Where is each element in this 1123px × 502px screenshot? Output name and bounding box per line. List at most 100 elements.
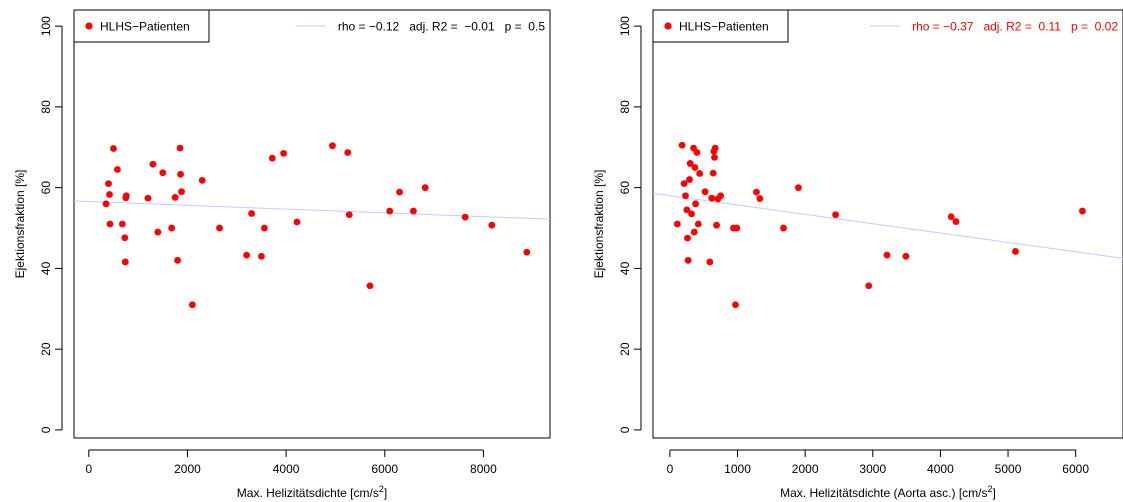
y-tick-label: 60 (618, 181, 632, 195)
data-point (693, 149, 701, 156)
data-point (114, 166, 121, 173)
data-point (176, 144, 184, 152)
data-point (216, 224, 223, 232)
scatter-panel-ejection-vs-helicity: 0 2000 4000 6000 8000 0 20 40 60 80 100 Max. Helizi… (13, 9, 551, 500)
data-point (188, 301, 196, 309)
data-point (756, 195, 764, 202)
x-tick-label: 2000 (792, 462, 819, 476)
data-point (733, 224, 741, 232)
data-point (690, 228, 698, 236)
data-point (345, 211, 353, 219)
y-axis-title: Ejektionsfraktion [%] (13, 170, 27, 279)
x-tick-label: 4000 (927, 462, 954, 476)
data-point (680, 180, 688, 188)
data-point (118, 220, 126, 228)
data-point (683, 206, 691, 214)
y-tick-label: 80 (39, 100, 53, 114)
data-point (144, 194, 152, 202)
legend-box (73, 9, 210, 43)
data-point (711, 153, 718, 161)
data-point (865, 282, 873, 290)
y-axis-title: Ejektionsfraktion [%] (592, 170, 606, 279)
data-point (386, 207, 394, 215)
data-point (709, 169, 717, 177)
data-point (110, 145, 117, 152)
stats-text: rho = −0.12 adj. R2 = −0.01 p = 0.5 (338, 20, 545, 34)
data-point (952, 218, 960, 225)
legend-marker (664, 22, 672, 30)
data-point (780, 224, 787, 232)
x-axis-title: Max. Helizitätsdichte [cm/s2] (237, 484, 387, 500)
stats-text: rho = −0.37 adj. R2 = 0.11 p = 0.02 (912, 20, 1118, 34)
legend-box (652, 9, 789, 43)
data-point (248, 210, 255, 217)
y-tick-label: 40 (39, 261, 53, 275)
data-point (105, 180, 112, 188)
data-point (121, 258, 129, 266)
data-point (293, 218, 301, 226)
data-point (174, 256, 181, 264)
data-point (883, 251, 891, 259)
data-point (102, 200, 110, 208)
y-tick-label: 0 (618, 426, 632, 433)
data-point (694, 220, 702, 228)
y-tick-label: 40 (618, 261, 632, 275)
x-tick-label: 2000 (174, 462, 201, 476)
data-point (711, 144, 719, 152)
data-point (461, 213, 469, 221)
data-point (396, 188, 403, 196)
x-tick-label: 8000 (470, 462, 497, 476)
y-tick-label: 100 (39, 16, 53, 36)
data-point (701, 188, 709, 196)
data-point (696, 170, 704, 177)
data-point (488, 221, 496, 229)
data-point (122, 192, 130, 200)
plot-frame (652, 9, 1123, 439)
data-point (106, 191, 113, 198)
data-point (421, 184, 429, 192)
data-point (198, 176, 206, 184)
data-point (692, 200, 700, 208)
data-point (149, 160, 157, 168)
data-point (688, 210, 695, 218)
data-point (678, 141, 686, 149)
data-point (329, 142, 336, 150)
data-point (686, 176, 693, 183)
y-tick-label: 80 (618, 100, 632, 114)
data-point (178, 188, 185, 196)
x-tick-label: 1000 (724, 462, 751, 476)
x-tick-label: 5000 (995, 462, 1022, 476)
x-axis-title: Max. Helizitätsdichte (Aorta asc.) [cm/s… (780, 484, 996, 500)
data-point (717, 192, 725, 200)
legend-label: HLHS−Patienten (679, 20, 769, 34)
regression-line (653, 192, 1123, 259)
data-point (684, 256, 692, 264)
data-point (121, 234, 129, 242)
data-point (832, 211, 839, 219)
data-point (682, 192, 689, 200)
y-tick-label: 0 (39, 426, 53, 433)
x-tick-label: 0 (667, 462, 674, 476)
plot-frame (73, 9, 551, 439)
data-point (261, 224, 268, 232)
scatter-panel-ejection-vs-helicity-aorta-asc: 0 1000 2000 3000 4000 5000 6000 0 20 40 60 80 100 Max… (592, 9, 1123, 500)
data-point (168, 224, 176, 232)
data-point (706, 258, 714, 266)
data-point (106, 220, 114, 228)
data-point (708, 194, 716, 202)
data-point (523, 248, 531, 256)
data-point (1012, 248, 1019, 255)
data-point (902, 252, 910, 260)
data-point (366, 282, 374, 290)
data-point (243, 251, 251, 259)
data-point (154, 228, 162, 236)
data-point (794, 184, 802, 192)
data-point (1079, 207, 1086, 215)
x-tick-label: 6000 (1062, 462, 1089, 476)
data-point (409, 207, 417, 215)
y-tick-label: 20 (618, 342, 632, 356)
data-point (713, 221, 720, 229)
data-point (177, 170, 184, 178)
regression-line (74, 200, 550, 220)
